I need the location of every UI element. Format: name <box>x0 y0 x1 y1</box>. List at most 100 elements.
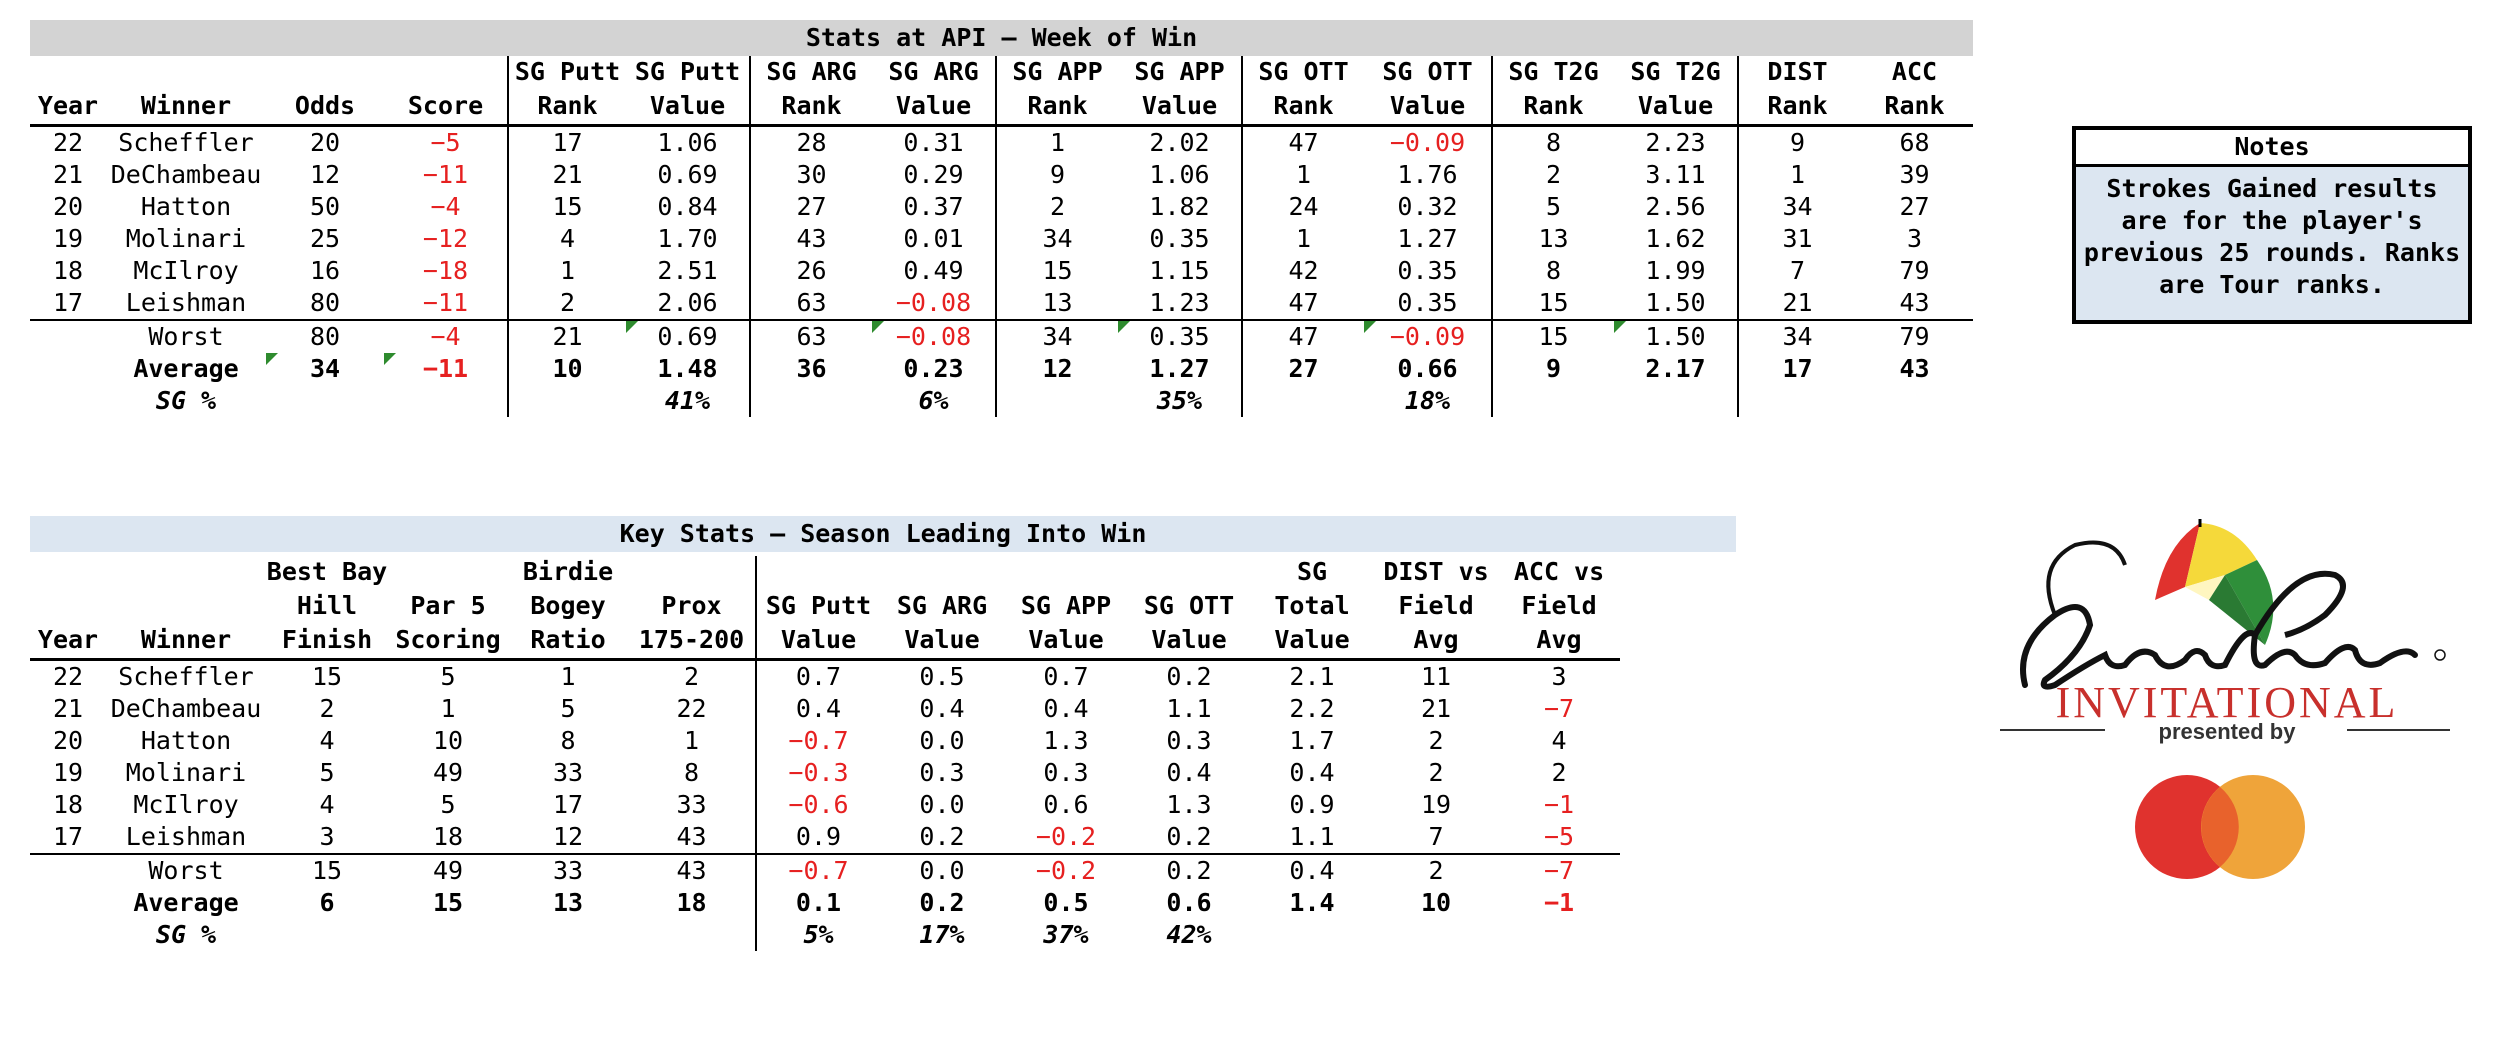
table-cell: 6 <box>319 888 335 917</box>
table-cell: 0.6 <box>1166 888 1212 917</box>
table-cell: 0.0 <box>919 726 965 755</box>
sg-percent-cell <box>507 385 626 417</box>
column-header: SG <box>1296 557 1328 586</box>
table-cell: 0.69 <box>657 160 718 189</box>
table-cell: 12 <box>309 160 341 189</box>
sg-percent-cell <box>508 919 628 951</box>
table-cell: −0.09 <box>1389 128 1466 157</box>
table-cell: 5 <box>440 790 456 819</box>
table-cell: 47 <box>1241 125 1364 159</box>
column-header <box>628 556 756 590</box>
table-cell: −0.08 <box>872 319 996 353</box>
table-cell: 13 <box>995 287 1118 320</box>
api-logo: INVITATIONAL presented by <box>1995 505 2455 925</box>
table-cell: 31 <box>1737 223 1856 255</box>
table-cell: 0.4 <box>1166 758 1212 787</box>
table-cell: 27 <box>1899 192 1930 221</box>
sg-percent-cell: 18% <box>1404 386 1451 415</box>
table-cell: 2 <box>1491 159 1614 191</box>
column-header: Winner <box>106 624 266 661</box>
column-header <box>30 590 106 624</box>
table-row: 22 Scheffler 20 −5 17 1.06 28 0.31 1 2.02 47 −0.09 8… <box>30 125 1973 159</box>
table-cell: 10 <box>1420 888 1452 917</box>
table-row: 19 Molinari 25 −12 4 1.70 43 0.01 34 0.35 1 1.27 13 1… <box>30 223 1973 255</box>
table-cell: 17 <box>52 822 84 851</box>
table-cell: 1 <box>560 662 576 691</box>
table-cell: 0.32 <box>1397 192 1458 221</box>
table-cell: 43 <box>676 822 707 851</box>
table-cell: −0.08 <box>895 288 972 317</box>
table-cell: 1.76 <box>1397 160 1458 189</box>
table-cell: 0.23 <box>903 354 964 383</box>
sg-percent-cell: 42% <box>1166 920 1212 949</box>
table-cell: 0.66 <box>1397 354 1458 383</box>
column-header: Value <box>880 624 1004 661</box>
sg-percent-cell: 5% <box>755 919 880 951</box>
table-cell: 0.84 <box>657 192 718 221</box>
table-cell: −12 <box>422 224 469 253</box>
table-cell: 18 <box>52 256 84 285</box>
sg-percent-cell <box>1374 919 1498 951</box>
table-cell: 63 <box>749 319 872 353</box>
table-cell: DeChambeau <box>110 694 262 723</box>
table-cell: 9 <box>1491 353 1614 385</box>
table-cell: 43 <box>1899 354 1930 383</box>
sg-percent-cell <box>30 919 106 951</box>
column-header: Scoring <box>388 624 508 661</box>
column-header: Winner <box>106 90 266 127</box>
table-cell: 0.2 <box>1128 853 1250 887</box>
column-header: Best Bay <box>266 557 388 586</box>
table-cell: 19 <box>1420 790 1452 819</box>
table-cell: 0.5 <box>1043 888 1089 917</box>
table-cell: 25 <box>309 224 341 253</box>
sg-percent-cell <box>30 385 106 417</box>
table-cell: 36 <box>749 353 872 385</box>
column-header: DIST <box>1737 56 1856 90</box>
table-cell: 50 <box>309 192 341 221</box>
table-cell: 1.23 <box>1149 288 1210 317</box>
column-header: SG OTT <box>1382 57 1473 86</box>
table-cell: 1 <box>1737 159 1856 191</box>
table-cell: 0.4 <box>919 694 965 723</box>
key-stats-season-table: Best Bay Birdie SG DIST vs ACC vs Hill Par 5 Bo… <box>30 556 1620 951</box>
table-cell: 5 <box>560 694 576 723</box>
column-header: SG APP <box>995 56 1118 90</box>
table-cell: 0.7 <box>1043 662 1089 691</box>
table-cell: 0.35 <box>1397 288 1458 317</box>
column-header: Rank <box>1856 90 1973 127</box>
table-cell: 1.7 <box>1289 726 1335 755</box>
column-header: Value <box>1614 90 1738 127</box>
column-header: Field <box>1521 591 1597 620</box>
sg-percent-cell: 35% <box>1156 386 1203 415</box>
table-cell: 33 <box>552 758 584 787</box>
table-cell: 22 <box>52 662 84 691</box>
sg-percent-cell <box>1491 385 1614 417</box>
sg-percent-cell <box>1250 919 1374 951</box>
column-header: Total <box>1274 591 1350 620</box>
column-header <box>30 556 106 590</box>
table-row: 19 Molinari 5 49 33 8 −0.3 0.3 0.3 0.4 0.4 2 2 <box>30 757 1620 789</box>
table-cell: 43 <box>628 853 756 887</box>
table-cell: −1 <box>1543 888 1575 917</box>
column-header: SG OTT <box>1241 56 1364 90</box>
table-cell: Worst <box>106 853 266 887</box>
table-cell: 17 <box>1737 353 1856 385</box>
table-cell: 18 <box>52 790 84 819</box>
table-cell: 80 <box>309 288 341 317</box>
notes-title: Notes <box>2076 130 2468 167</box>
table-row: 20 Hatton 4 10 8 1 −0.7 0.0 1.3 0.3 1.7 2 4 <box>30 725 1620 757</box>
table-cell: 17 <box>52 288 84 317</box>
table-cell: 0.2 <box>1166 822 1212 851</box>
table-cell: 43 <box>749 223 872 255</box>
table-cell: 13 <box>552 888 584 917</box>
table-cell: 13 <box>1491 223 1614 255</box>
table-cell: 22 <box>676 694 707 723</box>
table-cell: −11 <box>422 288 469 317</box>
table-cell: 2.02 <box>1149 128 1210 157</box>
column-header: SG ARG <box>896 591 988 620</box>
header-row: SG Putt SG Putt SG ARG SG ARG SG APP SG APP SG… <box>30 56 1973 90</box>
table-cell: 49 <box>388 853 508 887</box>
table-cell: 15 <box>1491 287 1614 320</box>
table-cell: 20 <box>52 192 84 221</box>
table-cell: 21 <box>52 694 84 723</box>
